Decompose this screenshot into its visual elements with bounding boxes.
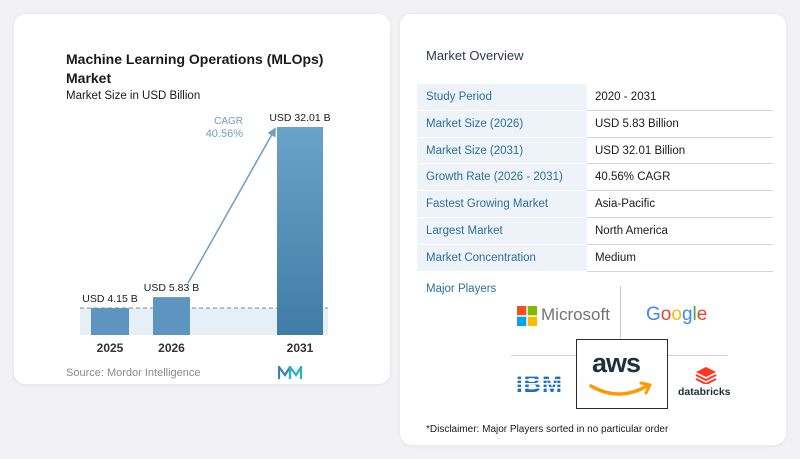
- player-grid-divider: [668, 355, 728, 356]
- player-grid-divider: [620, 286, 621, 339]
- google-letter: G: [646, 304, 661, 325]
- overview-title: Market Overview: [426, 48, 524, 63]
- microsoft-wordmark: Microsoft: [541, 305, 610, 324]
- google-letter: e: [696, 304, 708, 325]
- overview-row-label: Market Concentration: [417, 244, 587, 272]
- google-logo: Google: [646, 304, 716, 328]
- bar-value-label: USD 5.83 B: [144, 282, 199, 294]
- overview-row: Largest Market North America: [417, 217, 773, 245]
- cagr-label: CAGR: [214, 116, 243, 127]
- bar-value-label: USD 32.01 B: [269, 112, 330, 124]
- disclaimer: *Disclaimer: Major Players sorted in no …: [426, 424, 669, 435]
- overview-row-value: 2020 - 2031: [587, 84, 773, 111]
- overview-row-label: Largest Market: [417, 217, 587, 245]
- microsoft-squares-icon: [517, 306, 537, 326]
- overview-row-value: Asia-Pacific: [587, 191, 773, 218]
- overview-row: Market Concentration Medium: [417, 244, 773, 272]
- google-letter: l: [692, 304, 697, 325]
- overview-row-value: USD 32.01 Billion: [587, 138, 773, 165]
- cagr-arrow: [187, 127, 276, 284]
- cagr-value: 40.56%: [206, 128, 244, 140]
- google-letter: o: [660, 304, 672, 325]
- google-wordmark: Google: [646, 304, 707, 325]
- overview-row: Market Size (2031) USD 32.01 Billion: [417, 137, 773, 165]
- databricks-wordmark: databricks: [678, 386, 731, 398]
- microsoft-logo: Microsoft: [517, 305, 617, 327]
- major-players-label: Major Players: [426, 283, 497, 295]
- x-tick-label: 2025: [97, 341, 124, 355]
- google-letter: g: [681, 304, 693, 325]
- ibm-logo: IBM: [516, 371, 572, 398]
- overview-row-value: North America: [587, 218, 773, 245]
- overview-row: Growth Rate (2026 - 2031) 40.56% CAGR: [417, 164, 773, 192]
- databricks-logo: databricks: [678, 366, 738, 400]
- overview-row-value: USD 5.83 Billion: [587, 111, 773, 138]
- x-tick-label: 2026: [158, 341, 185, 355]
- player-grid-divider: [511, 355, 576, 356]
- aws-logo-box: aws: [576, 339, 668, 409]
- aws-wordmark: aws: [592, 348, 641, 378]
- aws-smile-icon: [589, 381, 652, 396]
- overview-row-label: Study Period: [417, 84, 587, 111]
- overview-row: Fastest Growing Market Asia-Pacific: [417, 191, 773, 218]
- overview-row-label: Market Size (2031): [417, 137, 587, 165]
- chart-title: Machine Learning Operations (MLOps) Mark…: [66, 51, 324, 86]
- x-tick-label: 2031: [287, 341, 314, 355]
- google-letter: o: [671, 304, 682, 325]
- overview-row-value: 40.56% CAGR: [587, 164, 773, 192]
- overview-row-label: Market Size (2026): [417, 110, 587, 138]
- mordor-logo-icon: [278, 366, 302, 379]
- overview-row-label: Fastest Growing Market: [417, 191, 587, 218]
- overview-row-label: Growth Rate (2026 - 2031): [417, 164, 587, 192]
- bar-chart: USD 4.15 B 2025 USD 5.83 B 2026 USD 32.01 B 2…: [80, 112, 331, 355]
- chart-source: Source: Mordor Intelligence: [66, 367, 201, 379]
- bar-2025: [91, 308, 129, 335]
- bar-2031: [277, 127, 323, 335]
- overview-row-value: Medium: [587, 245, 773, 272]
- bar-2026: [153, 297, 190, 335]
- bar-value-label: USD 4.15 B: [82, 293, 137, 305]
- chart-subtitle: Market Size in USD Billion: [66, 90, 201, 102]
- overview-table: Study Period 2020 - 2031 Market Size (2026…: [417, 84, 773, 272]
- overview-row: Market Size (2026) USD 5.83 Billion: [417, 110, 773, 138]
- databricks-layers-icon: [695, 367, 717, 384]
- ibm-stripes-icon: IBM: [516, 371, 572, 398]
- overview-row: Study Period 2020 - 2031: [417, 84, 773, 111]
